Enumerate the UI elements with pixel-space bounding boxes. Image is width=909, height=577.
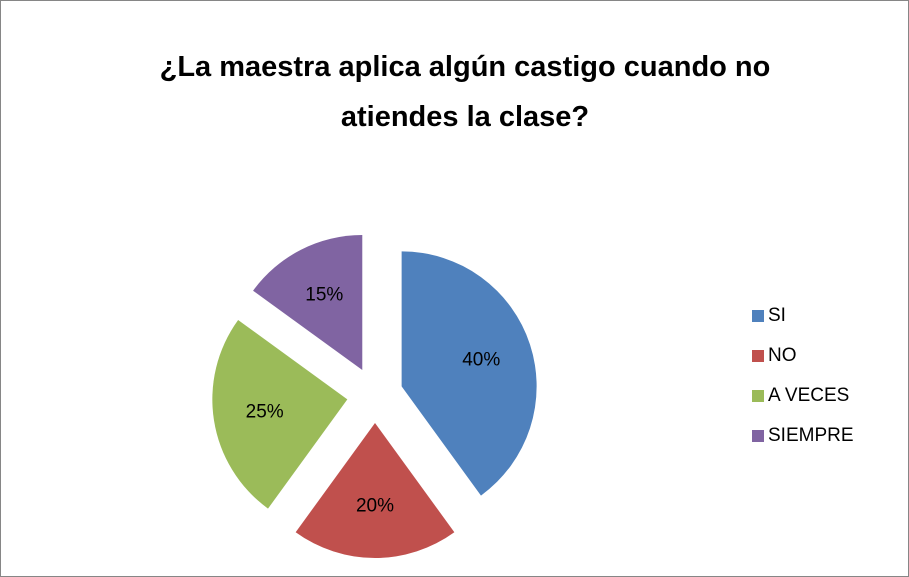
legend-swatch (752, 310, 764, 322)
legend-swatch (752, 430, 764, 442)
legend-label: NO (768, 345, 797, 366)
pie-slice (253, 235, 363, 371)
legend-swatch (752, 390, 764, 402)
data-label: 25% (246, 401, 284, 422)
pie-slice (212, 320, 348, 509)
legend-label: SIEMPRE (768, 425, 854, 446)
data-label: 40% (462, 349, 500, 370)
legend-label: SI (768, 305, 786, 326)
legend-label: A VECES (768, 385, 849, 406)
data-label: 15% (305, 284, 343, 305)
pie-slice (295, 423, 455, 558)
data-label: 20% (356, 496, 394, 517)
legend-swatch (752, 350, 764, 362)
chart-title: ¿La maestra aplica algún castigo cuando … (159, 51, 771, 133)
pie-slice (401, 251, 537, 496)
